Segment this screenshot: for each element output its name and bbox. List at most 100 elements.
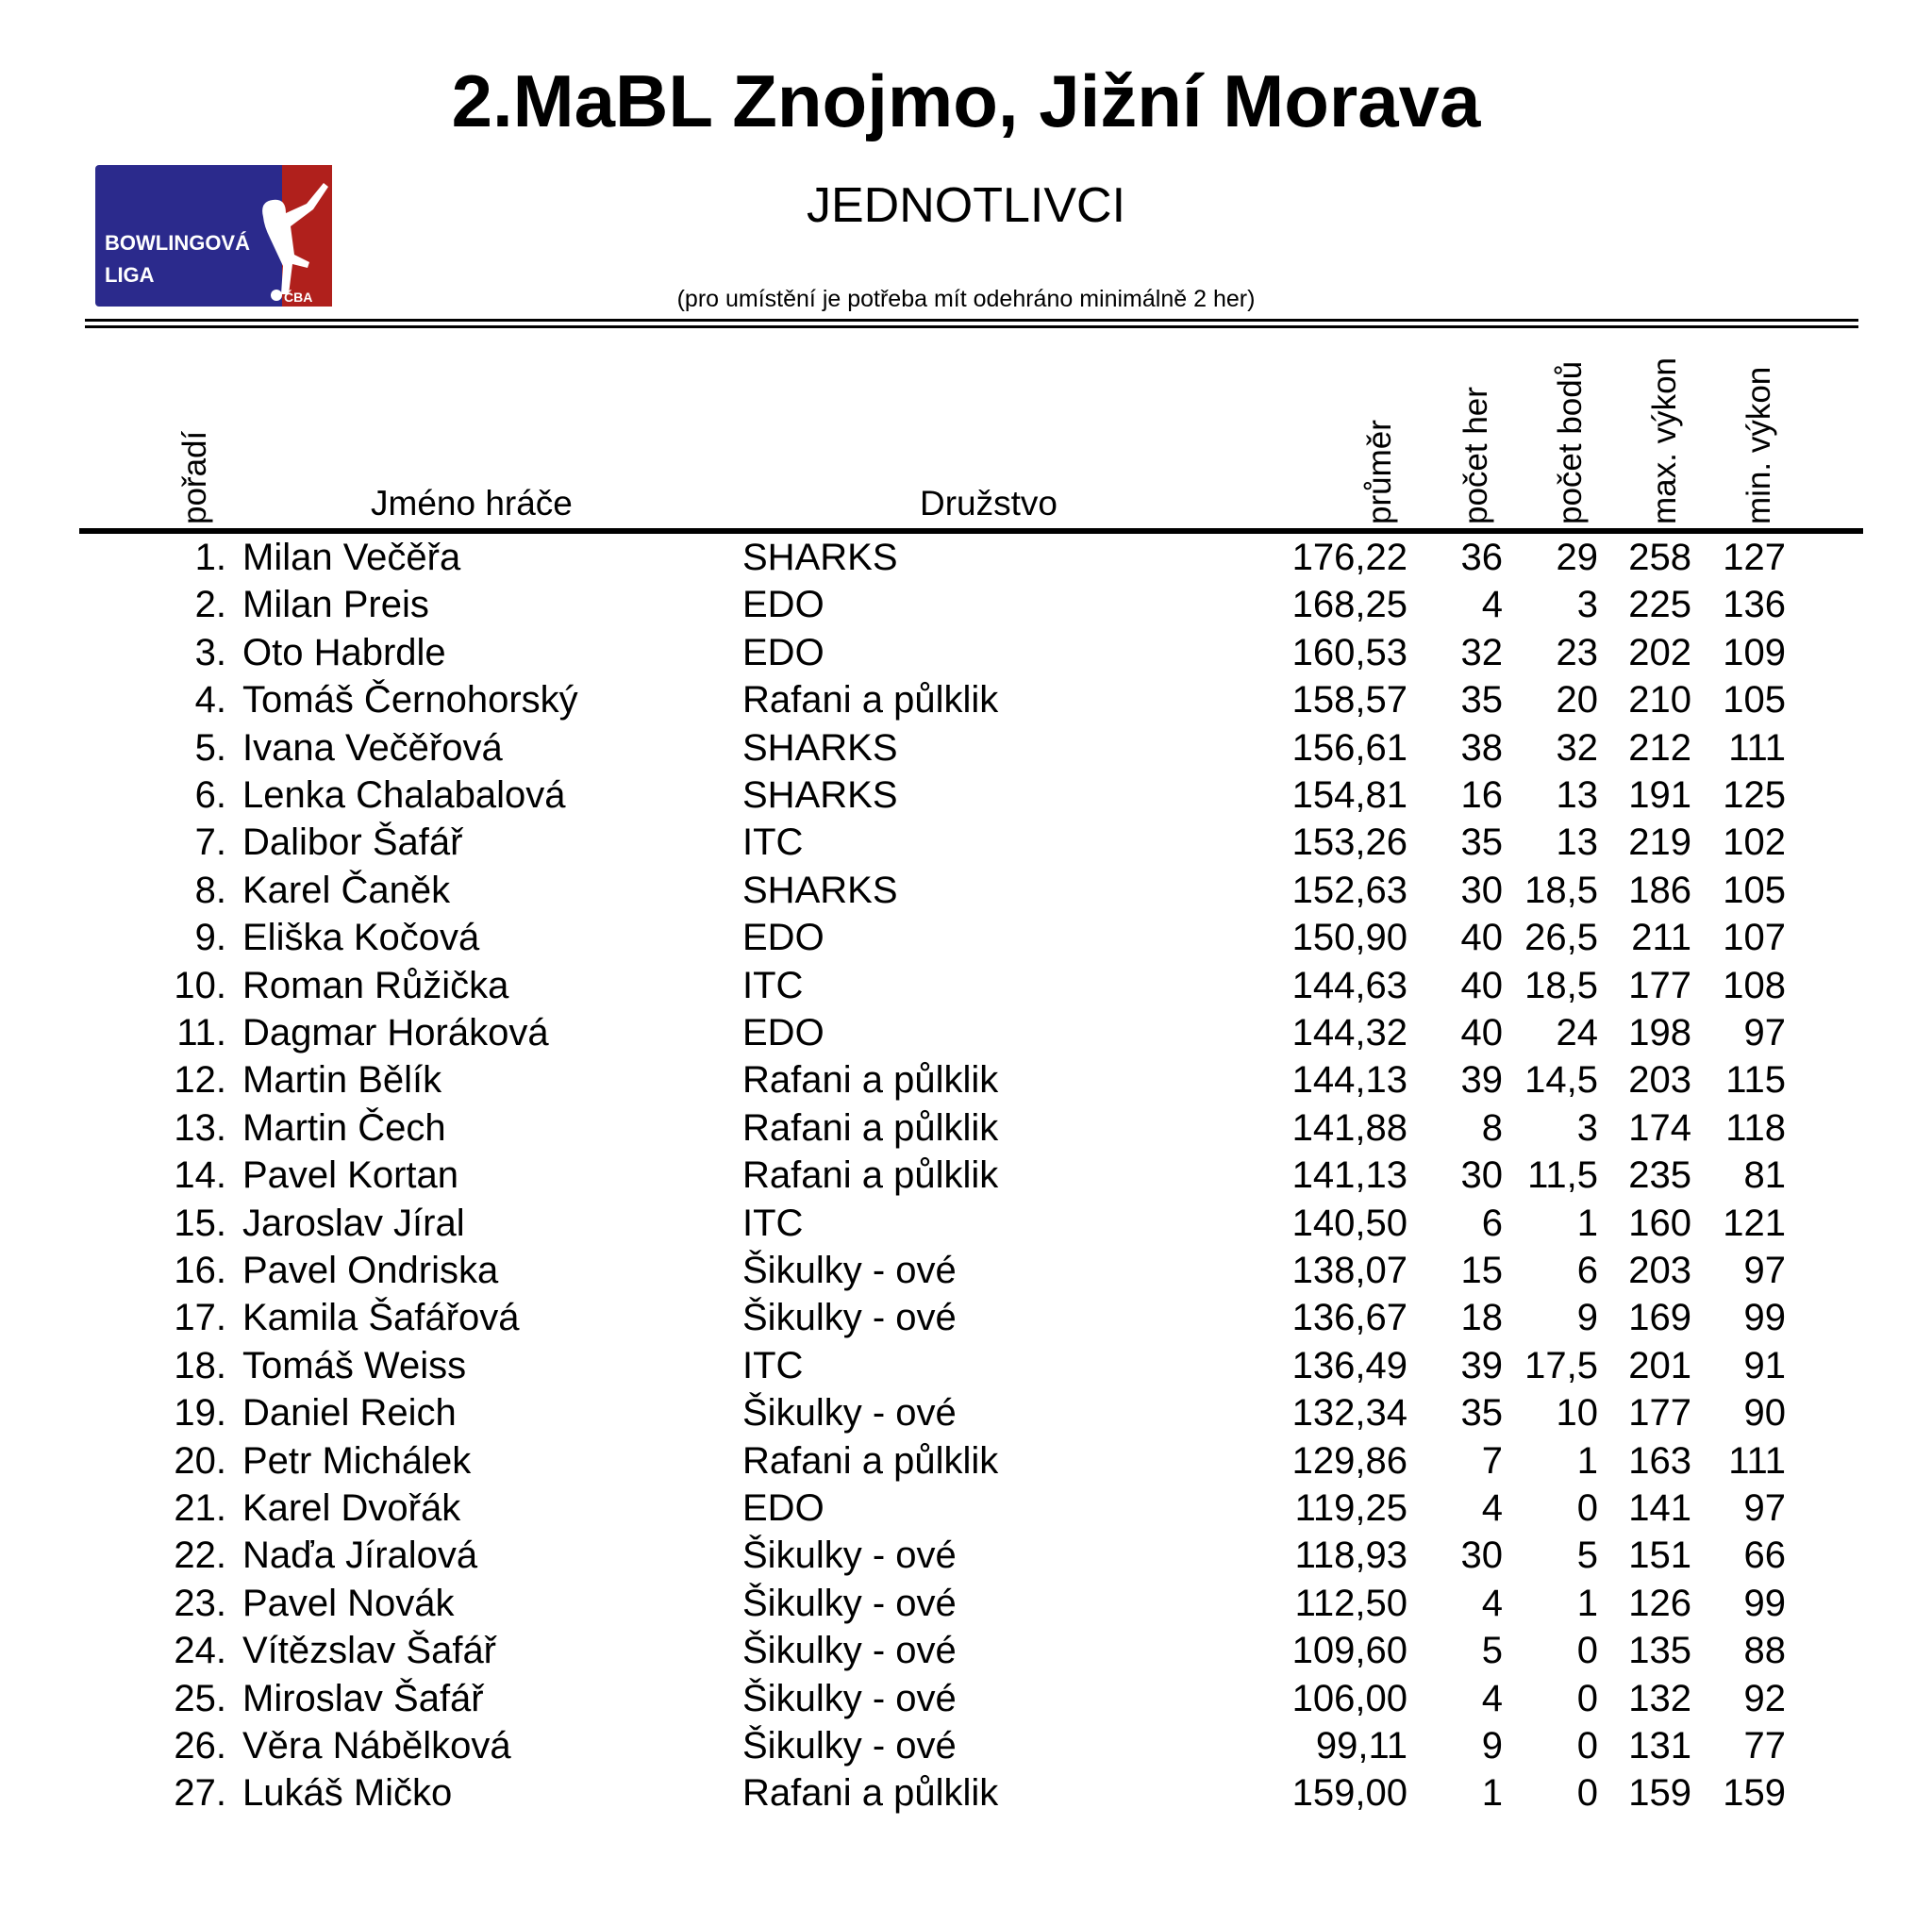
- cell-max: 258: [1628, 537, 1691, 578]
- cell-team: Šikulky - ové: [742, 1582, 957, 1624]
- cell-team: Šikulky - ové: [742, 1677, 957, 1719]
- cell-max: 202: [1628, 631, 1691, 673]
- column-header-min: min. výkon: [1740, 366, 1777, 524]
- cell-rank: 10.: [174, 964, 226, 1006]
- cell-name: Dagmar Horáková: [242, 1012, 549, 1054]
- svg-text:BOWLINGOVÁ: BOWLINGOVÁ: [105, 231, 250, 255]
- page-title: 2.MaBL Znojmo, Jižní Morava: [451, 59, 1481, 142]
- cell-min: 97: [1743, 1487, 1787, 1529]
- cell-rank: 16.: [174, 1250, 226, 1291]
- cell-name: Daniel Reich: [242, 1392, 457, 1435]
- cell-team: Rafani a půlklik: [742, 1106, 999, 1149]
- cell-max: 163: [1628, 1439, 1691, 1482]
- cell-max: 203: [1628, 1250, 1691, 1291]
- cell-rank: 4.: [194, 679, 226, 722]
- bowling-league-logo: BOWLINGOVÁ LIGA ČBA: [95, 165, 332, 307]
- cell-team: ITC: [742, 1202, 804, 1244]
- cell-team: EDO: [742, 1487, 824, 1529]
- cell-rank: 3.: [194, 631, 226, 673]
- cell-min: 118: [1725, 1106, 1786, 1149]
- cell-min: 97: [1743, 1012, 1787, 1054]
- cell-name: Vítězslav Šafář: [242, 1630, 497, 1672]
- cell-name: Martin Čech: [242, 1106, 446, 1149]
- cell-games: 40: [1460, 964, 1504, 1006]
- cell-team: SHARKS: [742, 537, 898, 578]
- cell-avg: 144,63: [1291, 964, 1407, 1006]
- cell-min: 105: [1723, 869, 1786, 911]
- cell-name: Lukáš Mičko: [242, 1772, 453, 1815]
- cell-rank: 11.: [176, 1012, 226, 1054]
- cell-team: Rafani a půlklik: [742, 1154, 999, 1197]
- cell-team: Šikulky - ové: [742, 1392, 957, 1435]
- cell-max: 151: [1628, 1535, 1691, 1577]
- cell-rank: 8.: [194, 869, 226, 911]
- cell-games: 30: [1460, 869, 1504, 911]
- cell-min: 125: [1723, 774, 1786, 816]
- cell-name: Kamila Šafářová: [242, 1297, 520, 1339]
- cell-rank: 7.: [194, 821, 226, 864]
- cell-avg: 141,88: [1291, 1106, 1407, 1149]
- cell-rank: 27.: [174, 1772, 226, 1815]
- cell-rank: 24.: [174, 1630, 226, 1672]
- cell-team: Rafani a půlklik: [742, 1772, 999, 1815]
- cell-rank: 18.: [174, 1344, 226, 1386]
- cell-games: 35: [1460, 679, 1504, 722]
- cell-points: 0: [1576, 1630, 1598, 1672]
- cell-games: 16: [1460, 774, 1504, 816]
- cell-points: 0: [1576, 1772, 1598, 1815]
- cell-team: Šikulky - ové: [742, 1725, 957, 1767]
- cell-max: 174: [1628, 1106, 1691, 1149]
- cell-min: 66: [1743, 1535, 1787, 1577]
- cell-avg: 168,25: [1291, 584, 1407, 626]
- cell-rank: 19.: [174, 1392, 226, 1435]
- cell-max: 126: [1628, 1582, 1691, 1624]
- cell-points: 20: [1556, 679, 1599, 722]
- cell-rank: 20.: [174, 1439, 226, 1482]
- cell-min: 81: [1743, 1154, 1787, 1197]
- cell-points: 1: [1576, 1439, 1598, 1482]
- column-header-team: Družstvo: [920, 484, 1058, 523]
- svg-text:LIGA: LIGA: [105, 263, 155, 287]
- cell-team: ITC: [742, 821, 804, 864]
- cell-max: 198: [1628, 1012, 1691, 1054]
- cell-max: 219: [1628, 821, 1691, 864]
- cell-min: 136: [1723, 584, 1786, 626]
- cell-rank: 25.: [174, 1677, 226, 1719]
- cell-max: 210: [1628, 679, 1691, 722]
- cell-points: 10: [1556, 1392, 1599, 1435]
- cell-points: 23: [1556, 631, 1599, 673]
- cell-max: 212: [1628, 726, 1691, 769]
- cell-avg: 144,32: [1291, 1012, 1407, 1054]
- header-divider: [85, 325, 1858, 328]
- cell-name: Naďa Jíralová: [242, 1535, 478, 1577]
- cell-games: 4: [1481, 1487, 1503, 1529]
- cell-team: Rafani a půlklik: [742, 679, 999, 722]
- cell-max: 141: [1628, 1487, 1691, 1529]
- cell-avg: 119,25: [1294, 1487, 1407, 1529]
- cell-name: Pavel Novák: [242, 1582, 455, 1624]
- cell-points: 24: [1556, 1012, 1599, 1054]
- cell-min: 127: [1723, 537, 1786, 578]
- column-header-rank: pořadí: [176, 430, 213, 524]
- cell-team: Rafani a půlklik: [742, 1439, 999, 1482]
- cell-max: 177: [1628, 964, 1691, 1006]
- cell-name: Jaroslav Jíral: [242, 1202, 465, 1244]
- cell-games: 9: [1481, 1725, 1503, 1767]
- cell-min: 99: [1743, 1582, 1787, 1624]
- cell-points: 5: [1576, 1535, 1598, 1577]
- cell-points: 0: [1576, 1487, 1598, 1529]
- cell-points: 32: [1556, 726, 1599, 769]
- cell-rank: 6.: [194, 774, 226, 816]
- cell-rank: 15.: [174, 1202, 226, 1244]
- cell-team: Rafani a půlklik: [742, 1059, 999, 1102]
- cell-rank: 2.: [194, 584, 226, 626]
- column-header-max: max. výkon: [1646, 357, 1683, 524]
- cell-games: 15: [1460, 1250, 1504, 1291]
- cell-max: 201: [1628, 1344, 1691, 1386]
- cell-min: 111: [1728, 1439, 1786, 1482]
- cell-points: 1: [1576, 1202, 1598, 1244]
- cell-games: 40: [1460, 1012, 1504, 1054]
- cell-games: 1: [1481, 1772, 1503, 1815]
- cell-team: SHARKS: [742, 774, 898, 816]
- cell-min: 111: [1728, 726, 1786, 769]
